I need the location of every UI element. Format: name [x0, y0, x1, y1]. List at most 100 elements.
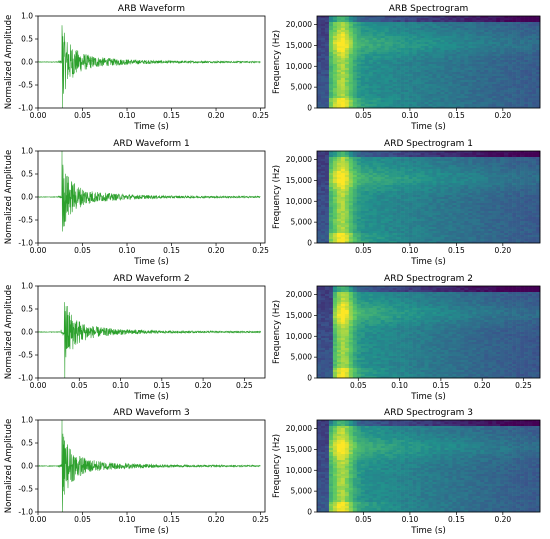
- spectrogram-cell: [496, 157, 501, 160]
- spectrogram-cell: [348, 42, 354, 45]
- spectrogram-cell: [500, 231, 505, 234]
- spectrogram-cell: [464, 48, 469, 51]
- spectrogram-cell: [436, 163, 441, 166]
- spectrogram-cell: [528, 36, 533, 39]
- spectrogram-cell: [516, 227, 521, 230]
- spectrogram-cell: [392, 205, 397, 208]
- spectrogram-cell: [428, 163, 433, 166]
- spectrogram-cell: [448, 237, 453, 240]
- spectrogram-cell: [400, 16, 405, 19]
- spectrogram-cell: [516, 209, 521, 212]
- spectrogram-cell: [392, 50, 397, 53]
- spectrogram-cell: [368, 60, 374, 63]
- y-tick-label: 15,000: [286, 41, 312, 50]
- spectrogram-cell: [400, 74, 405, 77]
- spectrogram-cell: [484, 189, 489, 192]
- spectrogram-cell: [448, 90, 453, 93]
- spectrogram-cell: [320, 171, 326, 174]
- spectrogram-cell: [448, 52, 453, 55]
- spectrogram-cell: [508, 46, 513, 49]
- spectrogram-cell: [520, 100, 525, 103]
- spectrogram-cell: [476, 235, 481, 238]
- spectrogram-cell: [400, 191, 405, 194]
- spectrogram-cell: [348, 241, 354, 244]
- spectrogram-cell: [532, 70, 537, 73]
- spectrogram-cell: [428, 34, 433, 37]
- spectrogram-cell: [504, 22, 509, 25]
- spectrogram-cell: [412, 215, 417, 218]
- spectrogram-cell: [400, 187, 405, 190]
- spectrogram-cell: [317, 165, 322, 168]
- spectrogram-cell: [436, 38, 441, 41]
- spectrogram-cell: [492, 16, 497, 19]
- spectrogram-cell: [432, 219, 437, 222]
- spectrogram-cell: [532, 16, 537, 19]
- spectrogram-cell: [404, 195, 409, 198]
- spectrogram-cell: [372, 62, 378, 65]
- spectrogram-cell: [380, 171, 385, 174]
- spectrogram-cell: [344, 233, 350, 236]
- spectrogram-cell: [352, 209, 358, 212]
- spectrogram-cell: [332, 94, 338, 97]
- spectrogram-cell: [317, 82, 322, 85]
- spectrogram-cell: [476, 76, 481, 79]
- spectrogram-cell: [396, 181, 401, 184]
- spectrogram-cell: [536, 58, 541, 61]
- spectrogram-cell: [376, 191, 382, 194]
- spectrogram-cell: [512, 231, 517, 234]
- spectrogram-cell: [444, 18, 449, 21]
- spectrogram-cell: [428, 74, 433, 77]
- spectrogram-cell: [508, 72, 513, 75]
- spectrogram-cell: [428, 102, 433, 105]
- spectrogram-cell: [348, 197, 354, 200]
- spectrogram-cell: [324, 58, 330, 61]
- spectrogram-cell: [452, 94, 457, 97]
- spectrogram-cell: [508, 191, 513, 194]
- spectrogram-cell: [496, 16, 501, 19]
- spectrogram-cell: [392, 40, 397, 43]
- spectrogram-cell: [512, 86, 517, 89]
- spectrogram-cell: [492, 84, 497, 87]
- spectrogram-cell: [452, 36, 457, 39]
- spectrogram-cell: [340, 90, 346, 93]
- spectrogram-cell: [412, 86, 417, 89]
- spectrogram-cell: [360, 80, 366, 83]
- spectrogram-cell: [368, 177, 374, 180]
- spectrogram-cell: [504, 50, 509, 53]
- spectrogram-cell: [372, 106, 378, 109]
- spectrogram-cell: [376, 209, 382, 212]
- spectrogram-cell: [448, 209, 453, 212]
- spectrogram-cell: [428, 153, 433, 156]
- spectrogram-cell: [444, 50, 449, 53]
- spectrogram-cell: [516, 62, 521, 65]
- spectrogram-cell: [420, 193, 425, 196]
- spectrogram-cell: [324, 233, 330, 236]
- spectrogram-cell: [480, 106, 485, 109]
- spectrogram-cell: [520, 84, 525, 87]
- spectrogram-cell: [468, 187, 473, 190]
- spectrogram-cell: [500, 34, 505, 37]
- spectrogram-cell: [412, 209, 417, 212]
- spectrogram-cell: [408, 16, 413, 19]
- spectrogram-cell: [372, 233, 378, 236]
- spectrogram-cell: [384, 221, 389, 224]
- spectrogram-cell: [416, 74, 421, 77]
- spectrogram-cell: [344, 70, 350, 73]
- spectrogram-cell: [400, 201, 405, 204]
- spectrogram-cell: [488, 165, 493, 168]
- spectrogram-cell: [400, 34, 405, 37]
- spectrogram-cell: [328, 191, 334, 194]
- spectrogram-cell: [384, 237, 389, 240]
- spectrogram-cell: [532, 104, 537, 107]
- spectrogram-cell: [384, 90, 389, 93]
- spectrogram-cell: [376, 58, 382, 61]
- spectrogram-cell: [320, 207, 326, 210]
- spectrogram-cell: [460, 221, 465, 224]
- spectrogram-cell: [336, 231, 342, 234]
- spectrogram-cell: [464, 32, 469, 35]
- spectrogram-cell: [380, 209, 385, 212]
- spectrogram-cell: [412, 217, 417, 220]
- spectrogram-cell: [492, 70, 497, 73]
- spectrogram-cell: [528, 74, 533, 77]
- spectrogram-cell: [336, 219, 342, 222]
